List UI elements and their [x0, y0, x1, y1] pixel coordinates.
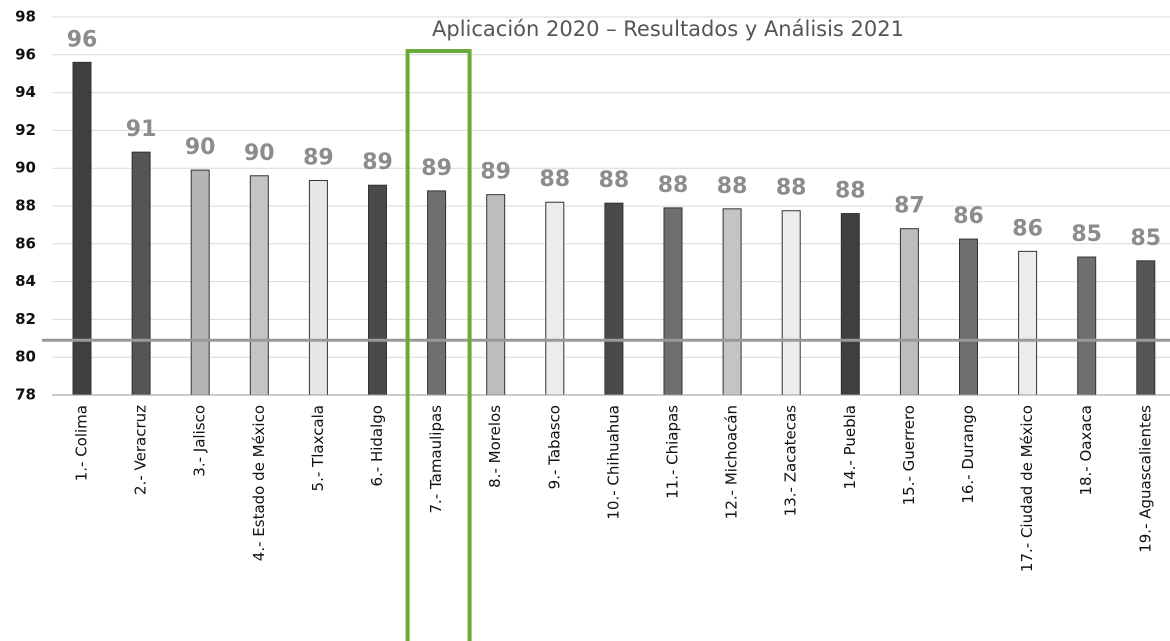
value-label: 85	[1130, 226, 1161, 251]
bar	[308, 179, 328, 396]
y-tick-label: 80	[15, 348, 36, 366]
x-tick-label: 13.- Zacatecas	[782, 405, 800, 516]
x-tick-label: 11.- Chiapas	[664, 405, 682, 499]
x-tick-label: 3.- Jalisco	[191, 405, 209, 477]
x-tick-label: 14.- Puebla	[841, 405, 859, 489]
value-label: 89	[303, 145, 334, 170]
x-tick-label: 10.- Chihuahua	[604, 405, 622, 520]
chart-title: Aplicación 2020 – Resultados y Análisis …	[432, 17, 904, 41]
value-label: 89	[480, 160, 511, 185]
x-tick-label: 5.- Tlaxcala	[309, 405, 327, 491]
y-tick-label: 86	[15, 234, 36, 252]
x-tick-label: 9.- Tabasco	[545, 405, 563, 489]
y-tick-label: 78	[15, 386, 36, 404]
x-tick-label: 17.- Ciudad de México	[1018, 405, 1036, 572]
y-tick-label: 84	[15, 272, 36, 290]
bar	[604, 202, 624, 396]
bar	[131, 151, 151, 396]
value-label: 88	[539, 167, 570, 192]
x-tick-label: 8.- Morelos	[486, 405, 504, 488]
bar	[249, 175, 269, 396]
bar	[899, 228, 919, 396]
y-tick-label: 96	[15, 45, 36, 63]
y-tick-label: 82	[15, 310, 36, 328]
x-tick-label: 2.- Veracruz	[132, 405, 150, 495]
bar	[486, 194, 506, 396]
value-label: 86	[953, 204, 984, 229]
bar	[1077, 256, 1097, 396]
x-tick-label: 19.- Aguascalientes	[1136, 405, 1154, 553]
value-label: 89	[362, 150, 393, 175]
bar	[722, 208, 742, 396]
x-tick-label: 4.- Estado de México	[250, 405, 268, 561]
bar	[190, 169, 210, 396]
x-tick-label: 1.- Colima	[73, 405, 91, 481]
y-tick-label: 92	[15, 121, 36, 139]
x-tick-label: 7.- Tamaulipas	[427, 405, 445, 514]
value-label: 88	[776, 176, 807, 201]
y-tick-label: 98	[15, 8, 36, 26]
bar	[427, 190, 447, 396]
value-label: 90	[244, 141, 275, 166]
bar	[1136, 260, 1156, 396]
x-tick-label: 15.- Guerrero	[900, 405, 918, 505]
value-label: 88	[835, 179, 866, 204]
bar	[368, 184, 387, 396]
y-tick-label: 90	[15, 159, 36, 177]
bar	[72, 61, 92, 396]
value-label: 86	[1012, 216, 1043, 241]
bar	[1018, 250, 1038, 396]
value-label: 88	[599, 168, 630, 193]
x-tick-label: 6.- Hidalgo	[368, 405, 386, 487]
bar	[781, 210, 801, 396]
value-label: 88	[717, 174, 748, 199]
bar	[663, 207, 683, 396]
x-tick-label: 12.- Michoacán	[723, 405, 741, 519]
bar	[959, 238, 978, 396]
value-label: 91	[126, 117, 157, 142]
y-tick-label: 94	[15, 83, 36, 101]
x-tick-label: 18.- Oaxaca	[1077, 405, 1095, 496]
value-label: 85	[1071, 222, 1102, 247]
y-tick-label: 88	[15, 197, 36, 215]
value-label: 87	[894, 194, 925, 219]
value-label: 90	[185, 135, 216, 160]
value-label: 88	[658, 173, 689, 198]
bar	[545, 201, 565, 396]
bar	[840, 213, 860, 396]
value-label: 96	[67, 27, 98, 52]
highlight-box	[405, 49, 472, 641]
x-tick-label: 16.- Durango	[959, 405, 977, 504]
value-label: 89	[421, 156, 452, 181]
